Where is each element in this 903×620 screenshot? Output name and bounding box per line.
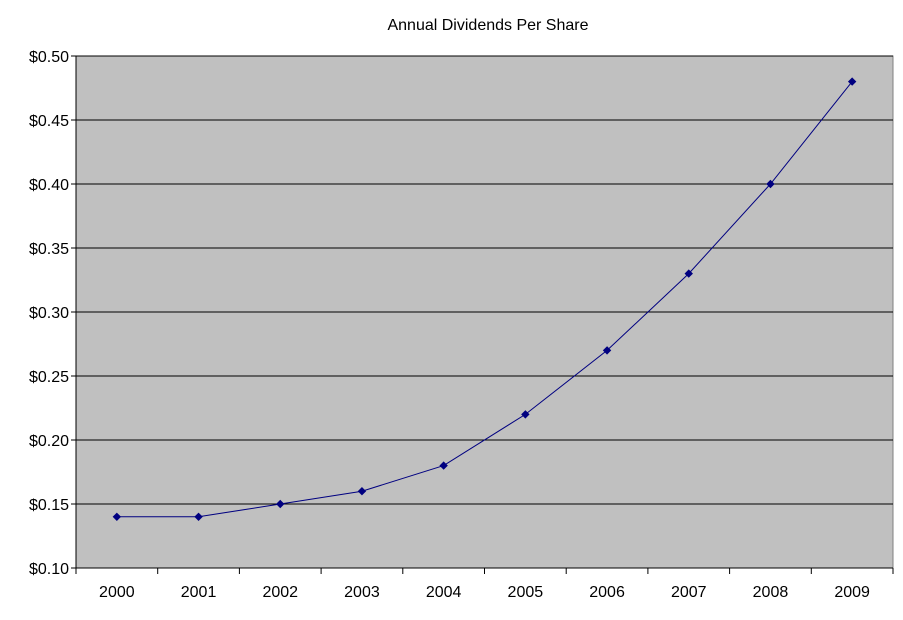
y-tick-label: $0.40	[29, 177, 69, 194]
y-tick-label: $0.50	[29, 49, 69, 66]
series-layer	[112, 77, 857, 522]
x-tick-label: 2001	[181, 584, 217, 601]
data-point-marker	[439, 461, 448, 470]
x-tick-label: 2007	[671, 584, 707, 601]
data-point-marker	[684, 269, 693, 278]
data-point-marker	[602, 346, 612, 355]
data-point-marker	[521, 410, 530, 419]
x-tick-label: 2003	[344, 584, 380, 601]
data-point-marker	[276, 499, 285, 509]
x-tick-label: 2005	[508, 584, 544, 601]
x-tick-label: 2008	[753, 584, 789, 601]
x-tick-label: 2002	[262, 584, 298, 601]
gridlines	[76, 55, 893, 505]
data-point-marker	[194, 512, 203, 522]
x-tick-label: 2009	[834, 584, 870, 601]
chart-title: Annual Dividends Per Share	[387, 17, 588, 34]
y-tick-label: $0.15	[29, 497, 69, 514]
y-tick-label: $0.35	[29, 241, 69, 258]
y-tick-label: $0.30	[29, 305, 69, 322]
data-point-marker	[847, 77, 857, 86]
series-line	[116, 81, 853, 518]
y-tick-label: $0.25	[29, 369, 69, 386]
data-point-marker	[766, 179, 775, 189]
axes: $0.10 $0.15 $0.20 $0.25 $0.30 $0.35 $0.40 $0.45…	[29, 49, 894, 601]
y-tick-label: $0.10	[29, 561, 69, 578]
x-tick-label: 2004	[426, 584, 462, 601]
y-tick-label: $0.45	[29, 113, 69, 130]
x-tick-label: 2006	[589, 584, 625, 601]
x-tick-label: 2000	[99, 584, 135, 601]
y-tick-label: $0.20	[29, 433, 69, 450]
data-point-marker	[112, 512, 122, 522]
data-point-marker	[357, 486, 367, 496]
